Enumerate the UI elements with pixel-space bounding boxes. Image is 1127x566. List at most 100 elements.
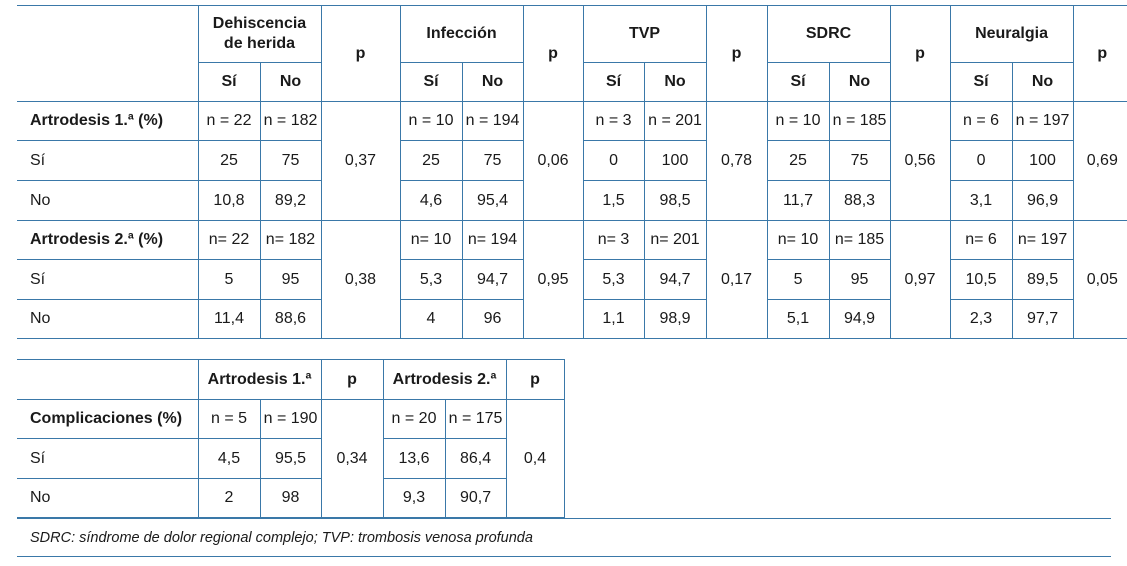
- row-label: No: [17, 478, 199, 518]
- p-value: 0,17: [706, 220, 768, 339]
- p-value: 0,97: [890, 220, 951, 339]
- si-header: Sí: [400, 62, 463, 102]
- group-header: Artrodesis 1.ª: [198, 359, 322, 400]
- row-label: Sí: [17, 140, 199, 181]
- value-cell: 96: [462, 299, 524, 339]
- p-value: 0,37: [321, 101, 401, 221]
- p-header: p: [321, 359, 384, 400]
- value-cell: 75: [829, 140, 891, 181]
- n-cell: n = 182: [260, 101, 322, 141]
- group-header: SDRC: [767, 5, 891, 63]
- value-cell: 75: [260, 140, 322, 181]
- table-row: Artrodesis 1.ª (%) n = 22 n = 182 0,37 n…: [17, 101, 1127, 221]
- no-header: No: [1012, 62, 1074, 102]
- n-cell: n = 190: [260, 399, 322, 439]
- si-header: Sí: [583, 62, 645, 102]
- n-cell: n = 22: [198, 101, 261, 141]
- si-header: Sí: [950, 62, 1013, 102]
- p-header: p: [890, 5, 951, 102]
- value-cell: 98,9: [644, 299, 707, 339]
- p-value: 0,05: [1073, 220, 1127, 339]
- value-cell: 25: [400, 140, 463, 181]
- value-cell: 4: [400, 299, 463, 339]
- table-row: Sí 5 95 5,3 94,7 5,3 94,7 5 95 10,5 89,5: [17, 259, 1127, 300]
- value-cell: 89,5: [1012, 259, 1074, 300]
- p-value: 0,06: [523, 101, 584, 221]
- p-value: 0,4: [506, 399, 565, 518]
- n-cell: n= 10: [767, 220, 830, 260]
- value-cell: 95: [829, 259, 891, 300]
- table-row: Artrodesis 2.ª (%) n= 22 n= 182 0,38 n= …: [17, 220, 1127, 339]
- section-label: Artrodesis 1.ª (%): [17, 101, 199, 141]
- value-cell: 2: [198, 478, 261, 518]
- value-cell: 75: [462, 140, 524, 181]
- footnote: SDRC: síndrome de dolor regional complej…: [17, 518, 1111, 557]
- value-cell: 10,8: [198, 180, 261, 221]
- value-cell: 95,4: [462, 180, 524, 221]
- value-cell: 95,5: [260, 438, 322, 479]
- value-cell: 98,5: [644, 180, 707, 221]
- p-value: 0,56: [890, 101, 951, 221]
- n-cell: n = 10: [400, 101, 463, 141]
- value-cell: 11,7: [767, 180, 830, 221]
- n-cell: n = 194: [462, 101, 524, 141]
- p-header: p: [506, 359, 565, 400]
- value-cell: 5,3: [400, 259, 463, 300]
- value-cell: 9,3: [383, 478, 446, 518]
- value-cell: 100: [1012, 140, 1074, 181]
- value-cell: 94,9: [829, 299, 891, 339]
- value-cell: 86,4: [445, 438, 507, 479]
- si-header: Sí: [198, 62, 261, 102]
- summary-complications-table: Artrodesis 1.ª p Artrodesis 2.ª p Compli…: [17, 359, 565, 518]
- value-cell: 96,9: [1012, 180, 1074, 221]
- table-row: Sí 4,5 95,5 13,6 86,4: [17, 438, 564, 479]
- n-cell: n= 10: [400, 220, 463, 260]
- n-cell: n= 3: [583, 220, 645, 260]
- value-cell: 94,7: [462, 259, 524, 300]
- table-row: Sí 25 75 25 75 0 100 25 75 0 100: [17, 140, 1127, 181]
- value-cell: 11,4: [198, 299, 261, 339]
- value-cell: 88,6: [260, 299, 322, 339]
- corner-cell: [17, 5, 199, 102]
- no-header: No: [644, 62, 707, 102]
- n-cell: n = 5: [198, 399, 261, 439]
- value-cell: 3,1: [950, 180, 1013, 221]
- n-cell: n = 201: [644, 101, 707, 141]
- value-cell: 1,5: [583, 180, 645, 221]
- value-cell: 13,6: [383, 438, 446, 479]
- row-label: Sí: [17, 259, 199, 300]
- table-row: No 10,8 89,2 4,6 95,4 1,5 98,5 11,7 88,3…: [17, 180, 1127, 221]
- p-value: 0,78: [706, 101, 768, 221]
- value-cell: 1,1: [583, 299, 645, 339]
- n-cell: n= 6: [950, 220, 1013, 260]
- value-cell: 88,3: [829, 180, 891, 221]
- p-value: 0,95: [523, 220, 584, 339]
- no-header: No: [462, 62, 524, 102]
- group-header: Infección: [400, 5, 524, 63]
- section-label: Complicaciones (%): [17, 399, 199, 439]
- value-cell: 0: [583, 140, 645, 181]
- n-cell: n = 3: [583, 101, 645, 141]
- group-header: Artrodesis 2.ª: [383, 359, 507, 400]
- table-row: No 2 98 9,3 90,7: [17, 478, 564, 518]
- n-cell: n = 6: [950, 101, 1013, 141]
- group-header: Neuralgia: [950, 5, 1074, 63]
- value-cell: 5,1: [767, 299, 830, 339]
- corner-cell: [17, 359, 199, 400]
- n-cell: n= 182: [260, 220, 322, 260]
- n-cell: n= 22: [198, 220, 261, 260]
- p-value: 0,69: [1073, 101, 1127, 221]
- no-header: No: [829, 62, 891, 102]
- value-cell: 25: [767, 140, 830, 181]
- p-header: p: [706, 5, 768, 102]
- value-cell: 5,3: [583, 259, 645, 300]
- value-cell: 90,7: [445, 478, 507, 518]
- group-header: Dehiscencia de herida: [198, 5, 322, 63]
- row-label: Sí: [17, 438, 199, 479]
- value-cell: 95: [260, 259, 322, 300]
- value-cell: 25: [198, 140, 261, 181]
- n-cell: n = 20: [383, 399, 446, 439]
- n-cell: n= 197: [1012, 220, 1074, 260]
- value-cell: 94,7: [644, 259, 707, 300]
- row-label: No: [17, 180, 199, 221]
